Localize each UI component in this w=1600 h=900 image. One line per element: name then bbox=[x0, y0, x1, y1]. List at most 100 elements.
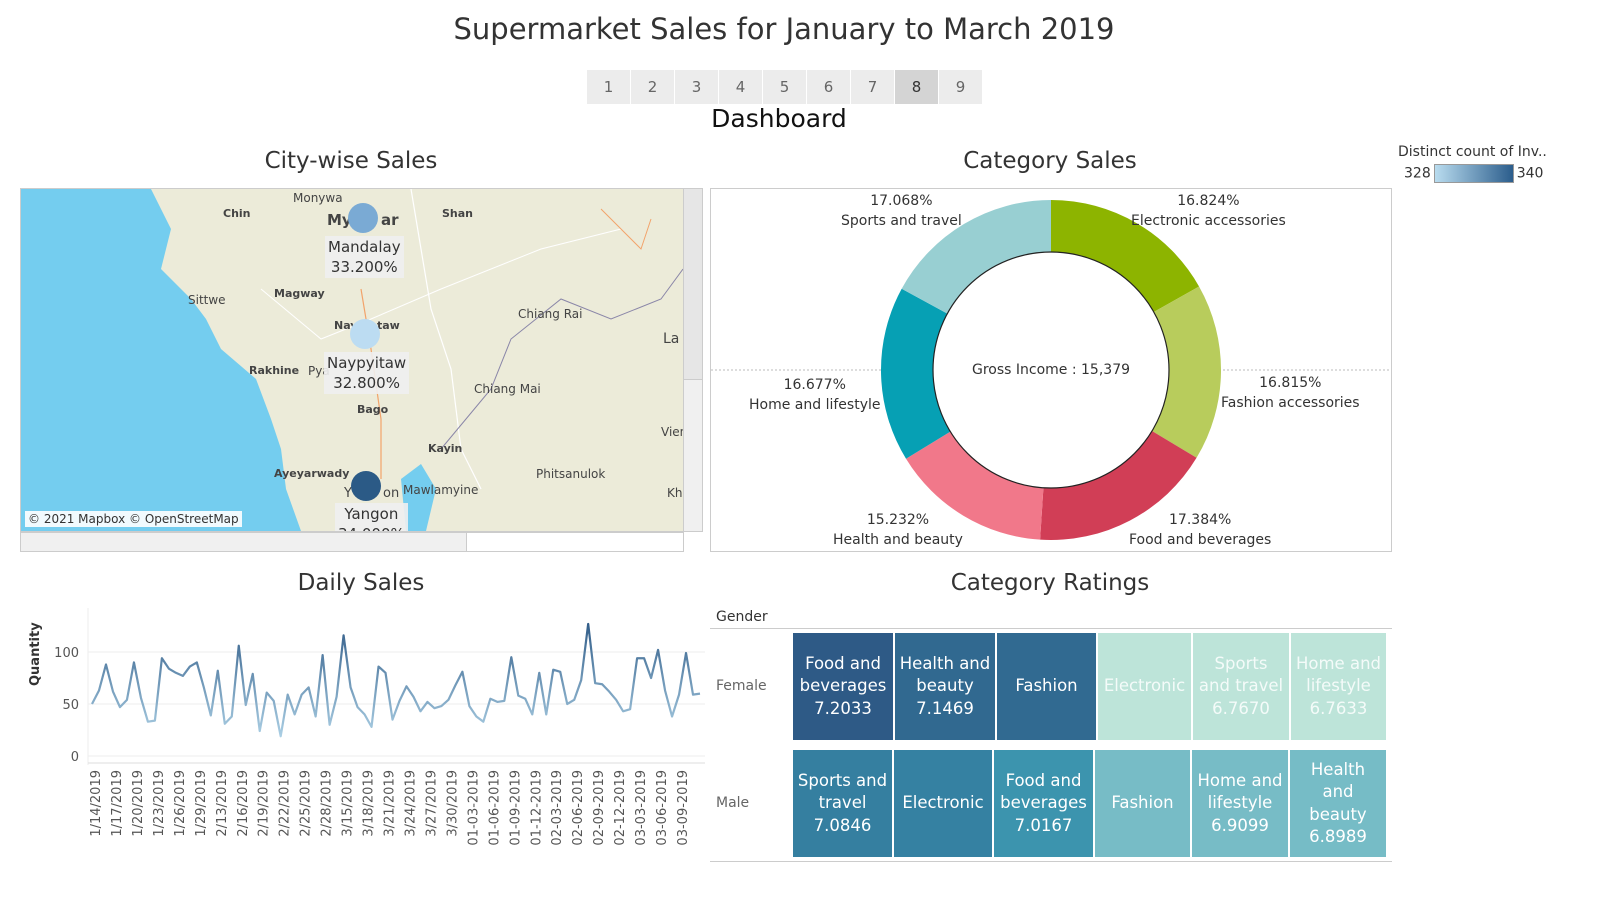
y-tick-label: 0 bbox=[71, 750, 79, 765]
color-legend: Distinct count of Inv.. 328 340 bbox=[1398, 144, 1547, 183]
map-place-label: Magway bbox=[274, 287, 325, 300]
x-tick-label: 1/29/2019 bbox=[194, 770, 209, 837]
map-place-label: Bago bbox=[357, 403, 389, 416]
x-tick-label: 1/17/2019 bbox=[110, 770, 125, 837]
page-button-3[interactable]: 3 bbox=[675, 70, 718, 104]
rating-cell-text: 7.0846 bbox=[813, 815, 872, 835]
rating-cell[interactable]: Sports and travel 7.0846 bbox=[793, 750, 892, 857]
x-tick-label: 3/15/2019 bbox=[341, 770, 356, 837]
rating-cell[interactable]: Fashion bbox=[997, 633, 1096, 740]
x-tick-label: 02-12-2019 bbox=[613, 770, 628, 846]
rating-cell-text: Sports and bbox=[797, 770, 888, 790]
dashboard-title: Supermarket Sales for January to March 2… bbox=[453, 12, 1115, 46]
city-label-naypyitaw: Naypyitaw 32.800% bbox=[324, 352, 410, 394]
dashboard-label: Dashboard bbox=[711, 104, 847, 133]
rating-cell-text: Home and bbox=[1295, 653, 1381, 673]
x-tick-label: 2/25/2019 bbox=[299, 770, 314, 837]
daily-sales-line[interactable] bbox=[91, 622, 701, 738]
rating-cell[interactable]: Health and beauty 7.1469 bbox=[895, 633, 995, 740]
city-marker-yangon[interactable] bbox=[351, 471, 381, 501]
x-tick-label: 1/14/2019 bbox=[89, 770, 104, 837]
x-tick-label: 01-06-2019 bbox=[487, 770, 502, 846]
rating-cell-text: and travel bbox=[1198, 676, 1284, 696]
x-tick-label: 03-03-2019 bbox=[634, 770, 649, 846]
page-button-8[interactable]: 8 bbox=[895, 70, 938, 104]
x-tick-label: 03-06-2019 bbox=[655, 770, 670, 846]
rating-cell[interactable]: Fashion bbox=[1095, 750, 1190, 857]
x-tick-label: 02-06-2019 bbox=[571, 770, 586, 846]
rating-cell[interactable]: Electronic bbox=[1098, 633, 1191, 740]
y-tick-label: 100 bbox=[54, 646, 79, 661]
map-place-label: Y bbox=[344, 486, 352, 501]
rating-cell-text: Fashion bbox=[1015, 676, 1078, 696]
donut-slice-home-and-lifestyle[interactable] bbox=[881, 288, 951, 459]
page-button-7[interactable]: 7 bbox=[851, 70, 894, 104]
page-button-2[interactable]: 2 bbox=[631, 70, 674, 104]
page-button-6[interactable]: 6 bbox=[807, 70, 850, 104]
rating-cell[interactable]: Food and beverages 7.2033 bbox=[793, 633, 893, 740]
page-button-1[interactable]: 1 bbox=[587, 70, 630, 104]
page-button-4[interactable]: 4 bbox=[719, 70, 762, 104]
map-place-label: Phitsanulok bbox=[536, 467, 606, 481]
city-marker-mandalay[interactable] bbox=[348, 203, 378, 233]
rating-cell-text: beverages bbox=[799, 676, 887, 696]
header-divider bbox=[710, 628, 1392, 629]
x-tick-label: 02-09-2019 bbox=[592, 770, 607, 846]
rating-cell[interactable]: Home and lifestyle 6.7633 bbox=[1291, 633, 1386, 740]
donut-slice-sports-and-travel[interactable] bbox=[901, 200, 1051, 314]
rating-cell-text: Food and bbox=[1005, 770, 1082, 790]
donut-slice-electronic-accessories[interactable] bbox=[1051, 200, 1200, 313]
donut-slice-food-and-beverages[interactable] bbox=[1040, 430, 1197, 540]
rating-cell[interactable]: Sports and travel 6.7670 bbox=[1193, 633, 1289, 740]
map-vertical-scrollbar[interactable] bbox=[683, 188, 703, 532]
legend-min: 328 bbox=[1404, 165, 1431, 182]
rating-cell-text: lifestyle bbox=[1306, 676, 1371, 696]
daily-sales-chart: 0 50 100 1/14/2019 1/17/2019 1/20/2019 1/23/20… bbox=[54, 608, 705, 846]
slice-label-food: 17.384% Food and beverages bbox=[1129, 512, 1272, 548]
slice-label-home: 16.677% Home and lifestyle bbox=[749, 377, 881, 413]
donut-slice-fashion-accessories[interactable] bbox=[1152, 286, 1221, 458]
city-sales-title: City-wise Sales bbox=[264, 148, 438, 174]
rating-cell-text: 6.8989 bbox=[1309, 827, 1367, 846]
x-tick-label: 2/13/2019 bbox=[215, 770, 230, 837]
donut-slice-health-and-beauty[interactable] bbox=[906, 431, 1044, 540]
city-label-yangon: Yangon34.000% bbox=[335, 503, 408, 531]
city-sales-map[interactable]: Monywa Chin Shan Magway Sittwe Chiang Ra… bbox=[20, 188, 684, 532]
map-attribution[interactable]: © 2021 Mapbox © OpenStreetMap bbox=[25, 511, 242, 527]
map-horizontal-scrollbar[interactable] bbox=[20, 532, 684, 552]
x-tick-label: 1/20/2019 bbox=[131, 770, 146, 837]
rating-cell[interactable]: Home and lifestyle 6.9099 bbox=[1192, 750, 1288, 857]
category-ratings-title: Category Ratings bbox=[950, 570, 1150, 596]
rating-cell-text: Fashion bbox=[1111, 793, 1174, 813]
map-place-label: Chiang Mai bbox=[474, 382, 541, 396]
x-tick-label: 3/21/2019 bbox=[383, 770, 398, 837]
donut-chart bbox=[711, 200, 1391, 540]
rating-cell-text: beverages bbox=[1000, 793, 1087, 813]
category-sales-donut-panel: Gross Income : 15,379 16.824% Electronic … bbox=[710, 188, 1392, 552]
rating-cell[interactable]: Food and beverages 7.0167 bbox=[994, 750, 1093, 857]
rating-cell-text: 7.0167 bbox=[1014, 815, 1073, 835]
rating-cell-text: 6.9099 bbox=[1211, 815, 1269, 835]
map-place-label: Rakhine bbox=[249, 364, 300, 377]
map-place-label: Sittwe bbox=[188, 293, 226, 307]
rating-cell[interactable]: Electronic bbox=[894, 750, 992, 857]
rating-cell-text: Sports bbox=[1214, 653, 1268, 673]
rating-cell-text: Health bbox=[1310, 759, 1366, 779]
slice-label-fashion: 16.815% Fashion accessories bbox=[1221, 375, 1360, 411]
y-tick-label: 50 bbox=[62, 698, 79, 713]
rating-cell-text: beauty bbox=[916, 676, 974, 696]
map-place-label: Kayin bbox=[428, 442, 463, 455]
map-place-label: Mawlamyine bbox=[403, 483, 479, 497]
slice-label-electronic: 16.824% Electronic accessories bbox=[1131, 193, 1286, 229]
rating-cell[interactable]: Health and beauty 6.8989 bbox=[1290, 750, 1386, 857]
page-button-5[interactable]: 5 bbox=[763, 70, 806, 104]
city-marker-naypyitaw[interactable] bbox=[350, 319, 380, 349]
x-tick-label: 02-03-2019 bbox=[550, 770, 565, 846]
page-button-9[interactable]: 9 bbox=[939, 70, 982, 104]
donut-hole bbox=[932, 251, 1170, 489]
map-place-label: on bbox=[383, 486, 400, 501]
x-tick-label: 03-09-2019 bbox=[676, 770, 691, 846]
daily-sales-title: Daily Sales bbox=[297, 570, 425, 596]
legend-title: Distinct count of Inv.. bbox=[1398, 144, 1547, 160]
